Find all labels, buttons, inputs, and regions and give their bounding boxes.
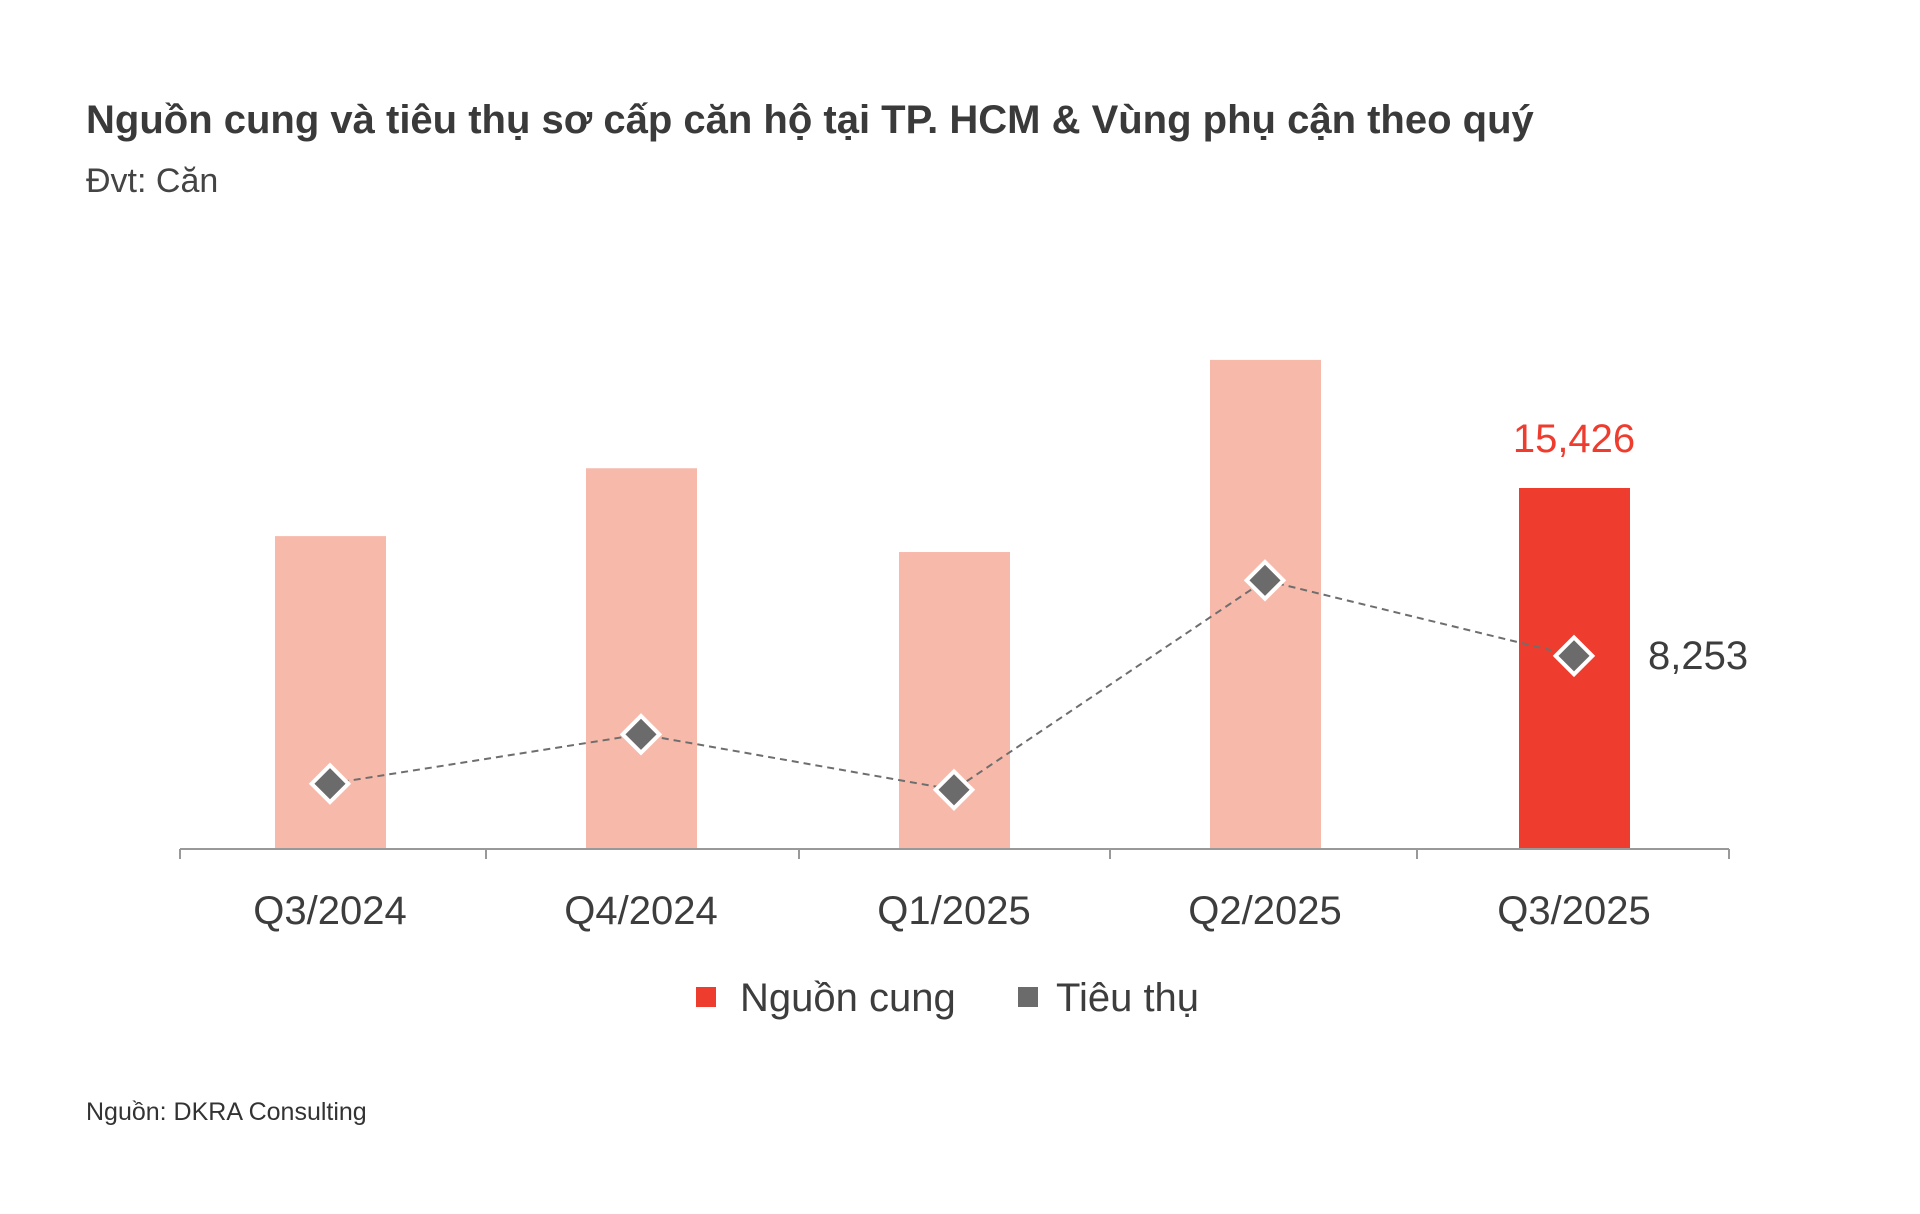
point-Q3/2024: [308, 762, 352, 805]
legend-swatch-sales: [1018, 987, 1038, 1007]
x-tick-label: Q2/2025: [1188, 889, 1341, 933]
x-tick-label: Q3/2025: [1497, 889, 1650, 933]
x-tick-label: Q4/2024: [564, 889, 717, 933]
point-Q2/2025: [1243, 559, 1287, 602]
bar-Q2/2025: [1210, 359, 1321, 849]
legend-label-sales: Tiêu thụ: [1056, 976, 1199, 1020]
source-note: Nguồn: DKRA Consulting: [86, 1098, 367, 1126]
legend-label-supply: Nguồn cung: [740, 976, 956, 1020]
series-line-tieu-thu: [329, 579, 1575, 791]
chart-title: Nguồn cung và tiêu thụ sơ cấp căn hộ tại…: [86, 98, 1534, 142]
x-tick-label: Q3/2024: [253, 889, 406, 933]
point-Q4/2024: [619, 713, 663, 756]
data-label-supply: 15,426: [1513, 417, 1635, 461]
x-tick-label: Q1/2025: [877, 889, 1030, 933]
point-Q1/2025: [932, 768, 976, 812]
point-Q3/2025: [1552, 634, 1596, 678]
chart-unit: Đvt: Căn: [86, 162, 219, 200]
legend-swatch-supply: [696, 987, 716, 1007]
bar-Q4/2024: [586, 468, 697, 849]
data-label-sales: 8,253: [1648, 634, 1748, 678]
